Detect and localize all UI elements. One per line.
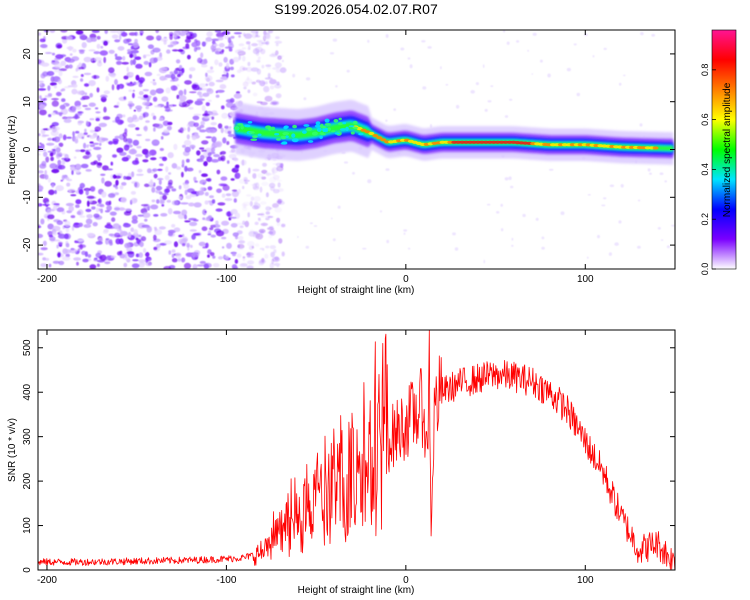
snr-data-point bbox=[495, 374, 496, 375]
snr-data-point bbox=[567, 409, 568, 410]
snr-data-point bbox=[226, 558, 227, 559]
snr-data-point bbox=[423, 405, 424, 406]
snr-data-point bbox=[387, 441, 388, 442]
spectrogram-ytick-label: 20 bbox=[22, 48, 33, 60]
snr-axes: -200 -100 0 100 0 100 200 300 400 500 bbox=[22, 330, 675, 586]
spectrogram-plot-area bbox=[38, 30, 675, 269]
snr-ytick-label: 200 bbox=[22, 472, 33, 489]
snr-data-point bbox=[450, 387, 451, 388]
snr-data-point bbox=[531, 381, 532, 382]
colorbar-tick-label: 0.8 bbox=[700, 64, 710, 77]
snr-data-point bbox=[280, 534, 281, 535]
snr-data-point bbox=[603, 472, 604, 473]
snr-data-point bbox=[369, 467, 370, 468]
snr-ytick-label: 100 bbox=[22, 517, 33, 534]
snr-data-point bbox=[430, 534, 431, 535]
snr-data-point bbox=[621, 516, 622, 517]
snr-data-point bbox=[298, 521, 299, 522]
spectrogram-ytick-label: 0 bbox=[22, 146, 33, 152]
snr-data-point bbox=[427, 463, 428, 464]
colorbar: 0.0 0.2 0.4 0.6 0.8 Normalized spectral ampl… bbox=[700, 29, 737, 276]
snr-data-point bbox=[441, 392, 442, 393]
colorbar-tick-label: 0.6 bbox=[700, 113, 710, 126]
colorbar-tick-label: 0.4 bbox=[700, 163, 710, 176]
snr-data-point bbox=[316, 507, 317, 508]
spectrogram-ytick-label: -20 bbox=[22, 237, 33, 252]
figure-title: S199.2026.054.02.07.R07 bbox=[274, 1, 438, 17]
noise-speckle bbox=[38, 30, 675, 269]
spectrogram-xtick-label: -100 bbox=[216, 274, 236, 285]
snr-data-point bbox=[513, 376, 514, 377]
snr-frame bbox=[37, 329, 676, 571]
colorbar-frame bbox=[711, 29, 737, 270]
snr-data-point bbox=[434, 405, 435, 406]
spectrogram-x-label: Height of straight line (km) bbox=[298, 285, 415, 296]
ridge-core bbox=[233, 117, 659, 150]
spectrogram-ytick-label: -10 bbox=[22, 190, 33, 205]
snr-data-point bbox=[136, 561, 137, 562]
snr-data-point bbox=[459, 383, 460, 384]
snr-xtick-label: -100 bbox=[216, 575, 236, 586]
snr-ytick-label: 500 bbox=[22, 339, 33, 356]
snr-data-point bbox=[190, 560, 191, 561]
snr-data-point bbox=[639, 549, 640, 550]
snr-xtick-label: -200 bbox=[37, 575, 57, 586]
snr-plot-area bbox=[38, 330, 675, 570]
snr-ytick-label: 300 bbox=[22, 428, 33, 445]
colorbar-tick-label: 0.2 bbox=[700, 213, 710, 226]
snr-data-point bbox=[429, 338, 430, 339]
snr-xtick-label: 100 bbox=[577, 575, 594, 586]
snr-x-label: Height of straight line (km) bbox=[298, 585, 415, 596]
snr-data-point bbox=[244, 557, 245, 558]
colorbar-label: Normalized spectral amplitude bbox=[722, 82, 733, 217]
snr-data-point bbox=[334, 498, 335, 499]
colorbar-ticks: 0.0 0.2 0.4 0.6 0.8 bbox=[700, 64, 716, 276]
snr-ytick-label: 400 bbox=[22, 383, 33, 400]
snr-ytick-label: 0 bbox=[22, 567, 33, 573]
snr-data-point bbox=[549, 392, 550, 393]
snr-series-line bbox=[38, 330, 675, 570]
colorbar-tick-label: 0.0 bbox=[700, 263, 710, 276]
snr-data-point bbox=[585, 441, 586, 442]
snr-data-point bbox=[82, 561, 83, 562]
snr-data-point bbox=[657, 543, 658, 544]
snr-data-point bbox=[414, 414, 415, 415]
spectrogram-y-label: Frequency (Hz) bbox=[7, 116, 18, 185]
spectrogram-xtick-label: 0 bbox=[403, 274, 409, 285]
spectrogram-xtick-label: 100 bbox=[577, 274, 594, 285]
spectrogram-xtick-label: -200 bbox=[37, 274, 57, 285]
spectrogram-ytick-label: 10 bbox=[22, 96, 33, 108]
snr-panel: -200 -100 0 100 0 100 200 300 400 500 Height of s… bbox=[7, 329, 676, 596]
snr-data-point bbox=[477, 378, 478, 379]
snr-y-label: SNR (10 * v/v) bbox=[7, 418, 18, 482]
snr-data-point bbox=[351, 481, 352, 482]
snr-data-point bbox=[262, 552, 263, 553]
snr-data-point bbox=[405, 423, 406, 424]
snr-xtick-label: 0 bbox=[403, 575, 409, 586]
